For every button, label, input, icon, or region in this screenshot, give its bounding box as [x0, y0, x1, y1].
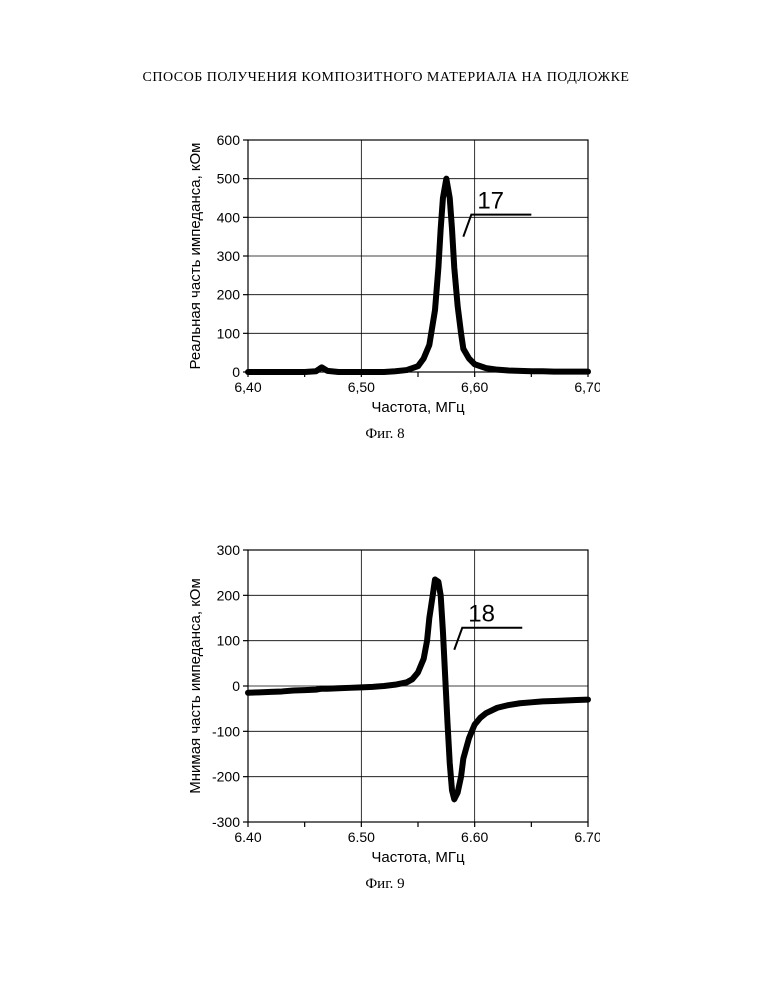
svg-text:6,60: 6,60	[461, 379, 488, 395]
svg-text:0: 0	[232, 364, 240, 380]
chart-fig9: -300 -200 -100 0 100 200 300 6.40 6.50 6.60 6.70 Ча…	[170, 540, 600, 870]
figure-9: -300 -200 -100 0 100 200 300 6.40 6.50 6.60 6.70 Ча…	[170, 540, 600, 900]
svg-text:6,40: 6,40	[234, 379, 261, 395]
svg-text:200: 200	[217, 587, 241, 603]
svg-text:0: 0	[232, 678, 240, 694]
svg-text:6,50: 6,50	[348, 379, 375, 395]
caption-fig8: Фиг. 8	[170, 426, 600, 443]
figure-8: 0 100 200 300 400 500 600 6,40 6,50 6,60 6,70 Часто…	[170, 130, 600, 445]
svg-text:300: 300	[217, 542, 241, 558]
svg-text:100: 100	[217, 633, 241, 649]
svg-text:200: 200	[217, 287, 241, 303]
svg-text:100: 100	[217, 325, 241, 341]
svg-text:-200: -200	[212, 769, 240, 785]
svg-text:-100: -100	[212, 723, 240, 739]
svg-text:6,70: 6,70	[574, 379, 600, 395]
svg-text:6.50: 6.50	[348, 829, 375, 845]
svg-text:6.70: 6.70	[574, 829, 600, 845]
svg-text:6.40: 6.40	[234, 829, 261, 845]
page: СПОСОБ ПОЛУЧЕНИЯ КОМПОЗИТНОГО МАТЕРИАЛА …	[0, 0, 772, 999]
svg-text:400: 400	[217, 209, 241, 225]
chart-fig8: 0 100 200 300 400 500 600 6,40 6,50 6,60 6,70 Часто…	[170, 130, 600, 420]
svg-text:Частота, МГц: Частота, МГц	[371, 849, 465, 866]
svg-text:Мнимая часть импеданса, кОм: Мнимая часть импеданса, кОм	[187, 578, 204, 794]
svg-text:Реальная часть импеданса, кОм: Реальная часть импеданса, кОм	[187, 143, 204, 370]
page-title: СПОСОБ ПОЛУЧЕНИЯ КОМПОЗИТНОГО МАТЕРИАЛА …	[0, 70, 772, 86]
svg-text:17: 17	[477, 188, 504, 215]
svg-text:6.60: 6.60	[461, 829, 488, 845]
svg-text:600: 600	[217, 132, 241, 148]
svg-text:300: 300	[217, 248, 241, 264]
svg-text:Частота, МГц: Частота, МГц	[371, 399, 465, 416]
caption-fig9: Фиг. 9	[170, 876, 600, 893]
svg-text:18: 18	[468, 601, 495, 628]
svg-text:500: 500	[217, 171, 241, 187]
svg-text:-300: -300	[212, 814, 240, 830]
